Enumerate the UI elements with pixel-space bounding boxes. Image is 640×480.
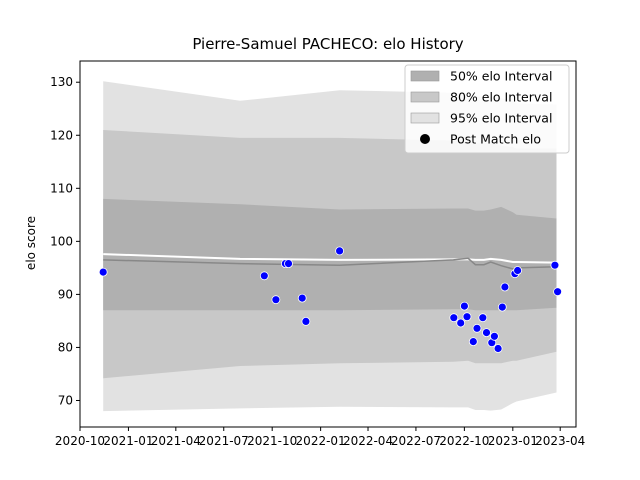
data-point	[478, 313, 488, 323]
expected-elo-line	[103, 253, 557, 264]
x-tick-label: 2023-01	[488, 434, 538, 448]
data-point	[489, 331, 499, 341]
data-point	[456, 318, 466, 328]
legend-swatch	[410, 70, 440, 82]
data-point	[459, 301, 469, 311]
y-tick-label: 110	[50, 181, 73, 195]
data-point	[449, 313, 459, 323]
data-point	[98, 267, 108, 277]
x-tick-label: 2022-10	[439, 434, 489, 448]
data-point	[513, 266, 522, 275]
y-tick-label: 80	[58, 340, 73, 354]
data-point	[493, 344, 503, 353]
data-point	[500, 282, 510, 292]
x-tick-label: 2022-04	[343, 434, 393, 448]
legend-box	[404, 64, 570, 154]
y-tick-label: 100	[50, 234, 73, 248]
x-tick-label: 2023-04	[535, 434, 585, 448]
x-tick-label: 2021-07	[199, 434, 249, 448]
mean-elo-line	[103, 257, 557, 270]
data-point	[468, 337, 478, 347]
legend-marker	[420, 134, 430, 144]
x-tick-label: 2020-10	[55, 434, 105, 448]
data-point	[335, 246, 345, 256]
data-point	[462, 312, 472, 322]
trend-lines	[103, 253, 557, 270]
data-point	[284, 259, 293, 269]
plot-frame	[79, 60, 577, 428]
data-point	[297, 293, 307, 303]
y-tick-label: 120	[50, 128, 73, 142]
legend-label: 80% elo Interval	[450, 90, 552, 105]
legend: 50% elo Interval 80% elo Interval 95% elo …	[404, 64, 570, 154]
x-tick-label: 2021-10	[247, 434, 297, 448]
chart-title: Pierre-Samuel PACHECO: elo History	[192, 35, 463, 53]
data-point	[553, 287, 562, 297]
x-axis: 2020-102021-012021-042021-072021-102022-…	[55, 427, 585, 448]
data-point	[472, 323, 482, 333]
y-tick-label: 70	[58, 393, 73, 407]
x-tick-label: 2021-04	[151, 434, 201, 448]
data-point	[482, 328, 491, 338]
interval-bands	[103, 81, 557, 412]
y-tick-label: 130	[50, 75, 73, 89]
y-axis-label: elo score	[24, 216, 38, 270]
legend-label: Post Match elo	[450, 132, 541, 147]
data-point	[301, 316, 311, 326]
post-match-points	[98, 246, 562, 353]
data-point	[259, 271, 269, 281]
x-tick-label: 2021-01	[103, 434, 153, 448]
legend-swatch	[410, 91, 440, 103]
data-point	[271, 295, 281, 305]
band-p50	[103, 198, 557, 311]
x-tick-label: 2022-07	[391, 434, 441, 448]
legend-label: 95% elo Interval	[450, 111, 552, 126]
legend-label: 50% elo Interval	[450, 69, 552, 84]
y-tick-label: 90	[58, 287, 73, 301]
data-point	[550, 260, 560, 270]
x-tick-label: 2022-01	[296, 434, 346, 448]
data-point	[497, 302, 507, 312]
legend-swatch	[410, 112, 440, 124]
y-axis: 70 80 90 100 110 120 130	[50, 75, 80, 407]
